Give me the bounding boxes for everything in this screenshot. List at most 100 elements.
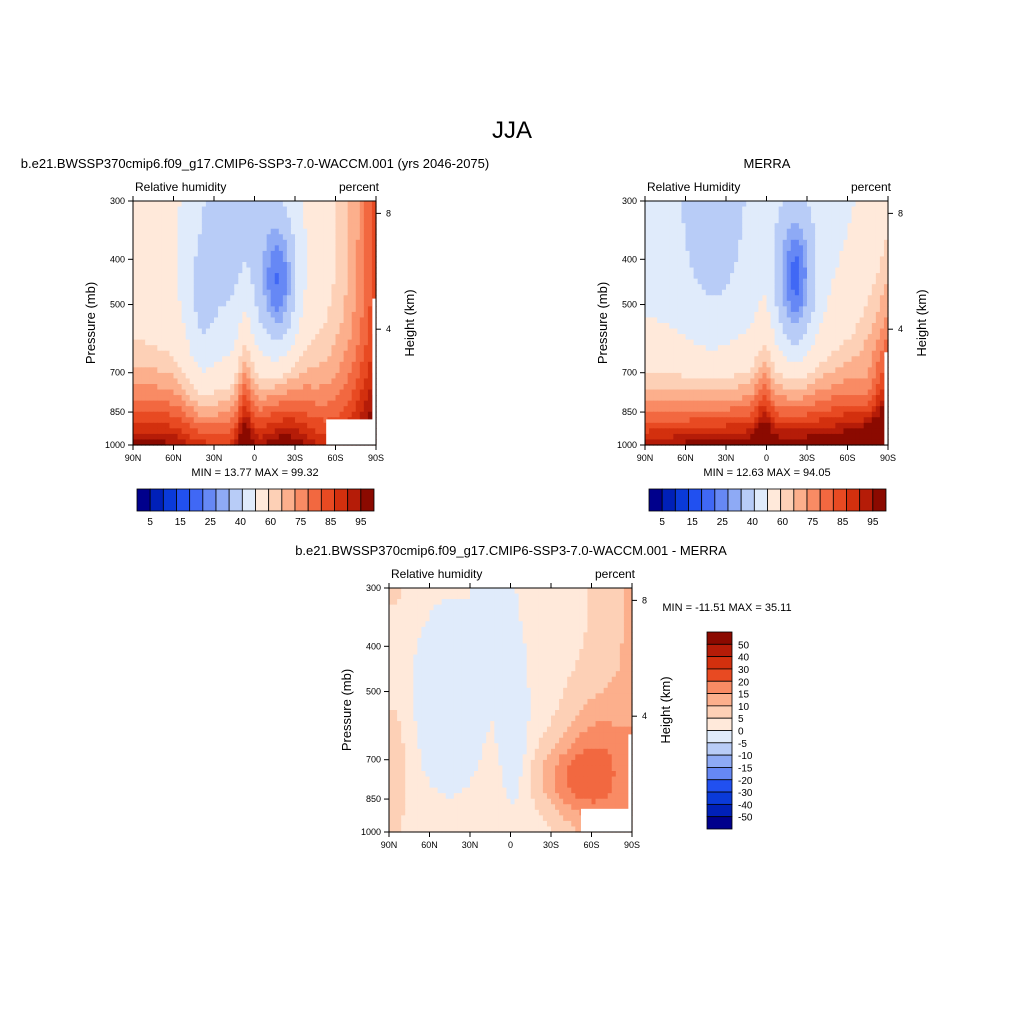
contour-cell [185,406,191,413]
contour-cell [717,328,723,335]
contour-cell [327,212,333,219]
contour-cell [359,250,365,258]
contour-cell [693,350,699,357]
contour-cell [339,367,345,374]
contour-cell [274,395,280,402]
contour-cell [141,289,146,296]
contour-cell [205,411,211,418]
contour-cell [262,400,268,407]
contour-cell [734,361,739,368]
colorbar-box [215,488,230,512]
contour-cell [758,317,764,324]
contour-cell [197,311,203,319]
contour-cell [875,339,881,346]
contour-cell [319,406,324,413]
contour-cell [262,245,268,252]
contour-cell [701,367,707,374]
contour-cell [701,273,707,280]
contour-cell [859,278,865,285]
contour-cell [762,267,768,274]
contour-cell [782,250,788,258]
contour-cell [299,228,304,235]
contour-cell [343,406,349,413]
contour-cell [713,372,719,380]
contour-cell [193,217,199,224]
contour-cell [867,311,873,319]
contour-cell [867,323,873,330]
contour-cell [754,289,759,296]
contour-cell [879,278,885,285]
contour-cell [189,284,195,291]
contour-cell [689,372,695,380]
contour-cell [185,433,191,441]
contour-cell [214,217,219,224]
contour-cell [823,311,828,319]
contour-cell [717,306,723,313]
contour-cell [827,356,832,363]
contour-cell [786,217,792,224]
contour-cell [319,400,324,407]
contour-cell [266,267,272,274]
contour-cell [815,256,820,263]
contour-cell [295,278,300,285]
contour-cell [831,295,836,302]
contour-cell [214,345,219,352]
contour-cell [742,267,747,274]
contour-cell [693,311,699,319]
contour-cell [738,212,743,219]
contour-cell [653,256,658,263]
contour-cell [335,278,341,285]
contour-cell [209,317,215,324]
contour-cell [673,356,678,363]
contour-cell [863,311,869,319]
contour-cell [701,201,707,208]
contour-cell [855,228,861,235]
contour-cell [214,411,219,418]
contour-cell [323,223,328,230]
contour-cell [290,306,296,313]
contour-cell [331,350,337,357]
contour-cell [299,256,304,263]
contour-cell [295,367,300,374]
contour-cell [363,284,369,291]
contour-cell [254,411,260,418]
contour-cell [802,389,808,396]
contour-cell [689,345,695,352]
contour-cell [815,223,820,230]
contour-cell [335,384,341,391]
contour-cell [226,234,231,241]
contour-cell [713,223,719,230]
contour-cell [347,267,353,274]
contour-cell [811,395,816,402]
contour-cell [701,300,707,307]
contour-cell [697,311,703,319]
contour-cell [177,239,183,246]
contour-cell [782,245,788,252]
contour-cell [790,201,796,208]
contour-cell [673,267,678,274]
contour-cell [883,217,889,224]
contour-cell [351,339,357,346]
contour-cell [843,328,849,335]
contour-cell [681,372,687,380]
contour-cell [831,201,836,208]
contour-cell [234,234,239,241]
contour-cell [149,262,154,269]
contour-cell [851,256,857,263]
contour-cell [677,245,683,252]
y2-axis-label: Height (km) [402,289,417,356]
contour-cell [871,256,877,263]
contour-cell [282,428,288,435]
contour-cell [262,378,268,385]
contour-cell [855,367,861,374]
contour-cell [282,306,288,313]
contour-cell [750,300,755,307]
contour-cell [794,367,800,374]
contour-cell [351,300,357,307]
contour-cell [315,361,320,368]
contour-cell [754,300,759,307]
contour-cell [339,284,345,291]
contour-cell [197,239,203,246]
contour-cell [782,367,788,374]
contour-cell [774,339,780,346]
